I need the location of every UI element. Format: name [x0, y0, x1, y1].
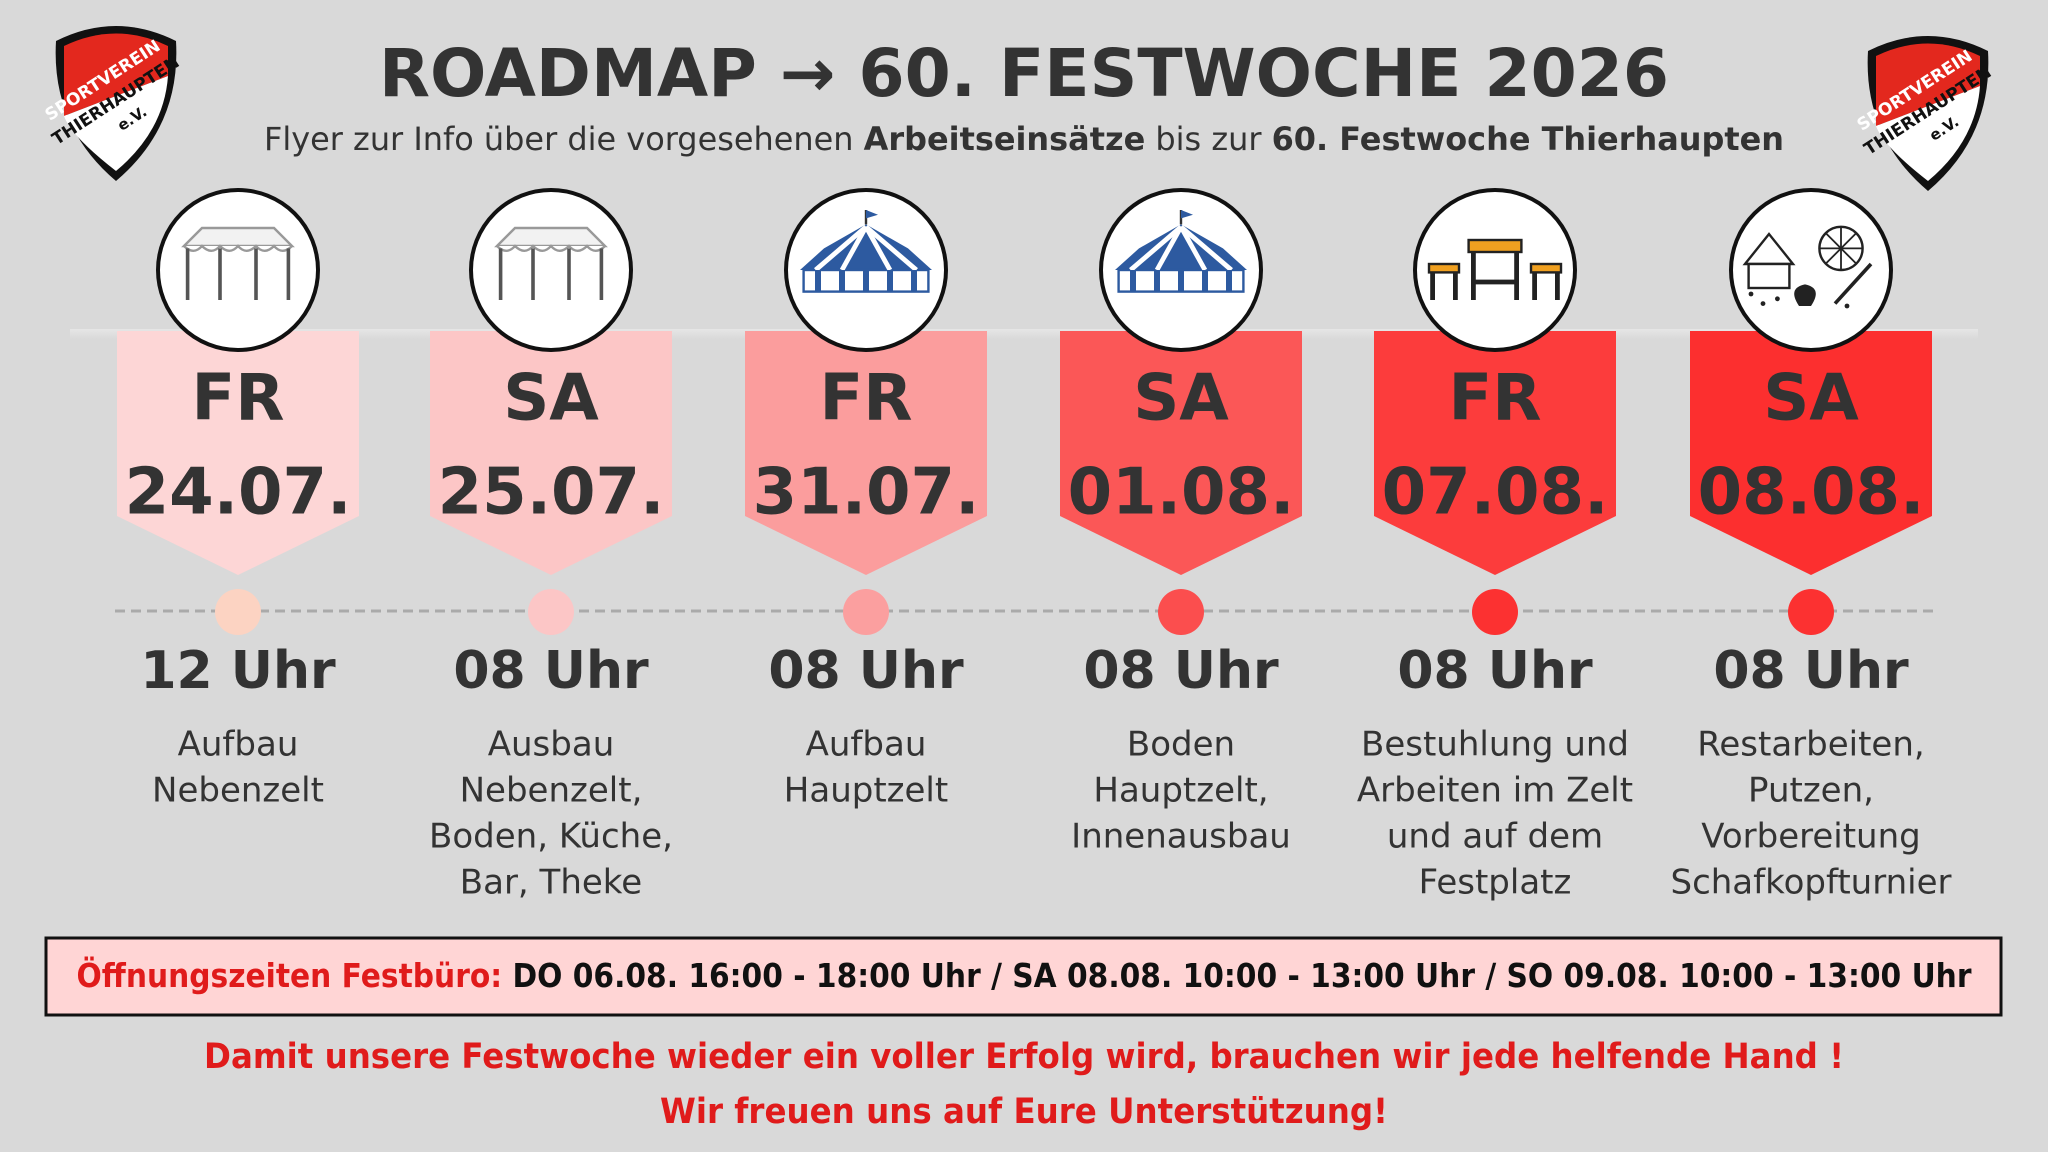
- description-line: Arbeiten im Zelt: [1357, 771, 1633, 811]
- description-line: Aufbau: [806, 725, 927, 765]
- description-line: und auf dem: [1387, 817, 1603, 857]
- timeline-dot: [528, 589, 574, 635]
- icon-circle: [1413, 188, 1577, 352]
- day: SA: [1763, 362, 1859, 436]
- footer-line: Damit unsere Festwoche wieder ein voller…: [204, 1037, 1844, 1077]
- event: SA 25.07. 08 Uhr Ausbau Nebenzelt, Boden, Küc…: [429, 188, 673, 903]
- event: FR 24.07. 12 Uhr Aufbau Nebenzelt: [117, 188, 359, 811]
- description-line: Schafkopfturnier: [1670, 863, 1951, 903]
- subtitle-part: bis zur: [1145, 120, 1271, 158]
- title: ROADMAP → 60. FESTWOCHE 2026: [379, 35, 1669, 112]
- description-line: Putzen,: [1748, 771, 1874, 811]
- footer-line: Wir freuen uns auf Eure Unterstützung!: [660, 1092, 1388, 1132]
- date: 01.08.: [1068, 456, 1295, 530]
- date: 25.07.: [438, 456, 665, 530]
- logo-right: SPORTVEREIN THIERHAUPTEN e.V.: [1854, 36, 1995, 191]
- day: FR: [820, 362, 913, 436]
- notice: Öffnungszeiten Festbüro: DO 06.08. 16:00…: [77, 955, 1973, 995]
- time: 08 Uhr: [1713, 641, 1909, 701]
- description-line: Bestuhlung und: [1361, 725, 1629, 765]
- description-line: Innenausbau: [1071, 817, 1291, 857]
- description-line: Ausbau: [488, 725, 615, 765]
- day: FR: [192, 362, 285, 436]
- description-line: Hauptzelt,: [1093, 771, 1268, 811]
- description-line: Nebenzelt: [152, 771, 324, 811]
- date: 31.07.: [753, 456, 980, 530]
- event: SA 08.08. 08 Uhr Restarbeiten, Putzen, Vorber…: [1670, 188, 1952, 903]
- description-line: Boden: [1127, 725, 1235, 765]
- description-line: Restarbeiten,: [1697, 725, 1924, 765]
- notice-text: DO 06.08. 16:00 - 18:00 Uhr / SA 08.08. …: [512, 956, 1972, 995]
- timeline-dot: [843, 589, 889, 635]
- event: SA 01.08. 08 Uhr Boden Hauptzelt, Innenausbau: [1060, 188, 1302, 857]
- time: 08 Uhr: [1397, 641, 1593, 701]
- event: FR 07.08. 08 Uhr Bestuhlung und Arbeiten im …: [1357, 188, 1633, 903]
- date-banner: [1374, 331, 1616, 575]
- subtitle-part: Arbeitseinsätze: [864, 120, 1146, 158]
- timeline-dot: [1158, 589, 1204, 635]
- date: 24.07.: [125, 456, 352, 530]
- description-line: Nebenzelt,: [460, 771, 643, 811]
- time: 08 Uhr: [1083, 641, 1279, 701]
- date-banner: [430, 331, 672, 575]
- event: FR 31.07. 08 Uhr Aufbau Hauptzelt: [745, 188, 987, 811]
- date-banner: [1060, 331, 1302, 575]
- date-banner: [1690, 331, 1932, 575]
- timeline-dot: [215, 589, 261, 635]
- description-line: Hauptzelt: [784, 771, 948, 811]
- date: 07.08.: [1382, 456, 1609, 530]
- day: FR: [1449, 362, 1542, 436]
- notice-label: Öffnungszeiten Festbüro:: [77, 955, 503, 995]
- description-line: Festplatz: [1419, 863, 1572, 903]
- date: 08.08.: [1698, 456, 1925, 530]
- subtitle-part: Flyer zur Info über die vorgesehenen: [264, 120, 864, 158]
- day: SA: [503, 362, 599, 436]
- icon-circle: [156, 188, 320, 352]
- date-banner: [117, 331, 359, 575]
- description-line: Boden, Küche,: [429, 817, 673, 857]
- subtitle: Flyer zur Info über die vorgesehenen Arb…: [264, 120, 1784, 158]
- timeline-dot: [1472, 589, 1518, 635]
- time: 12 Uhr: [140, 641, 336, 701]
- icon-circle: [469, 188, 633, 352]
- subtitle-part: 60. Festwoche Thierhaupten: [1272, 120, 1784, 158]
- logo-left: SPORTVEREIN THIERHAUPTEN e.V.: [42, 26, 183, 181]
- date-banner: [745, 331, 987, 575]
- description-line: Bar, Theke: [460, 863, 642, 903]
- time: 08 Uhr: [453, 641, 649, 701]
- timeline-dot: [1788, 589, 1834, 635]
- description-line: Aufbau: [178, 725, 299, 765]
- events: FR 24.07. 12 Uhr Aufbau Nebenzelt SA 25.07. 08 …: [117, 188, 1952, 903]
- description-line: Vorbereitung: [1701, 817, 1921, 857]
- time: 08 Uhr: [768, 641, 964, 701]
- day: SA: [1133, 362, 1229, 436]
- band-shadow: [70, 329, 1978, 339]
- notice-box: [44, 936, 2003, 1017]
